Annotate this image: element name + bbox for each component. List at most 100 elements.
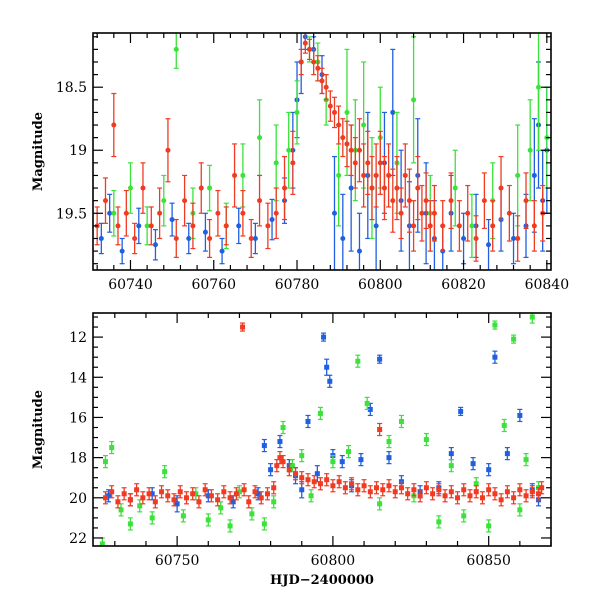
data-point — [373, 223, 379, 229]
data-point — [118, 507, 124, 513]
data-point — [486, 467, 492, 473]
y-tick-label: 22 — [69, 531, 87, 547]
data-point — [448, 489, 454, 495]
data-point — [517, 487, 523, 493]
data-point — [386, 483, 392, 489]
data-point — [152, 499, 158, 505]
data-point — [423, 485, 429, 491]
data-point — [264, 491, 270, 497]
data-point — [323, 84, 329, 90]
data-point — [473, 489, 479, 495]
data-point — [361, 172, 367, 178]
data-point — [240, 324, 246, 330]
x-axis-title: HJD−2400000 — [270, 573, 374, 588]
data-point — [123, 210, 129, 216]
data-point — [405, 491, 411, 497]
series-red — [94, 33, 546, 262]
data-point — [115, 499, 121, 505]
data-point — [531, 223, 537, 229]
y-axis-title: Magnitude — [31, 390, 46, 469]
data-point — [149, 491, 155, 497]
data-point — [527, 147, 533, 153]
data-point — [227, 523, 233, 529]
data-point — [523, 457, 529, 463]
data-point — [233, 491, 239, 497]
data-point — [423, 198, 429, 204]
data-point — [515, 172, 521, 178]
data-point — [415, 185, 421, 191]
data-point — [127, 521, 133, 527]
data-point — [193, 491, 199, 497]
x-tick-label: 60760 — [191, 277, 236, 293]
x-tick-label: 60740 — [108, 277, 153, 293]
data-point — [348, 147, 354, 153]
data-point — [294, 109, 300, 115]
series-green — [111, 33, 550, 258]
data-point — [257, 198, 263, 204]
data-point — [277, 439, 283, 445]
data-point — [219, 248, 225, 254]
data-point — [183, 495, 189, 501]
x-tick-label: 60850 — [466, 553, 511, 569]
data-point — [240, 210, 246, 216]
data-point — [119, 248, 125, 254]
plot-frame — [92, 32, 552, 271]
data-point — [207, 185, 213, 191]
data-point — [406, 198, 412, 204]
series-green — [99, 313, 542, 546]
data-point — [436, 519, 442, 525]
y-tick-label: 19 — [69, 143, 87, 159]
data-point — [336, 122, 342, 128]
data-point — [165, 493, 171, 499]
data-point — [419, 210, 425, 216]
data-point — [302, 40, 308, 46]
data-point — [377, 160, 383, 166]
data-point — [336, 479, 342, 485]
data-point — [299, 487, 305, 493]
data-point — [536, 491, 542, 497]
data-point — [331, 210, 337, 216]
data-point — [327, 378, 333, 384]
data-point — [161, 198, 167, 204]
data-point — [308, 493, 314, 499]
data-point — [162, 469, 168, 475]
data-point — [431, 210, 437, 216]
data-point — [361, 122, 367, 128]
data-point — [536, 84, 542, 90]
data-point — [149, 515, 155, 521]
data-point — [293, 471, 299, 477]
data-point — [205, 493, 211, 499]
data-point — [109, 489, 115, 495]
data-point — [321, 334, 327, 340]
data-point — [427, 223, 433, 229]
data-point — [381, 185, 387, 191]
data-point — [479, 495, 485, 501]
data-point — [492, 322, 498, 328]
data-point — [165, 147, 171, 153]
data-point — [529, 489, 535, 495]
data-point — [137, 503, 143, 509]
y-tick-label: 14 — [69, 370, 87, 386]
data-point — [498, 497, 504, 503]
top-panel-light-curve-zoom: 60740 60760 60780 60800 60820 60840 18.5 19 19.5… — [31, 32, 569, 293]
data-point — [349, 481, 355, 487]
data-point — [336, 172, 342, 178]
data-point — [182, 198, 188, 204]
data-point — [531, 172, 537, 178]
data-point — [501, 422, 507, 428]
series-blue — [98, 33, 550, 270]
data-point — [102, 198, 108, 204]
data-point — [132, 235, 138, 241]
data-point — [511, 495, 517, 501]
data-point — [330, 483, 336, 489]
x-tick-label: 60780 — [275, 277, 320, 293]
data-point — [470, 461, 476, 467]
data-point — [207, 235, 213, 241]
data-point — [261, 443, 267, 449]
data-point — [307, 46, 313, 52]
data-point — [390, 109, 396, 115]
data-point — [274, 463, 280, 469]
data-point — [377, 501, 383, 507]
data-point — [240, 172, 246, 178]
data-point — [361, 483, 367, 489]
